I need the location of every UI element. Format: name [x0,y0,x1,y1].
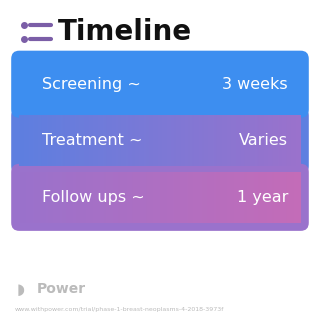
FancyBboxPatch shape [11,107,309,174]
Text: Timeline: Timeline [58,18,192,46]
Text: 3 weeks: 3 weeks [222,77,288,92]
FancyBboxPatch shape [11,51,309,118]
Text: Screening ~: Screening ~ [42,77,140,92]
Text: www.withpower.com/trial/phase-1-breast-neoplasms-4-2018-3973f: www.withpower.com/trial/phase-1-breast-n… [14,306,224,312]
Text: ◗: ◗ [17,282,25,297]
Text: Treatment ~: Treatment ~ [42,133,142,148]
FancyBboxPatch shape [11,164,309,231]
Text: Power: Power [37,283,86,296]
Text: Follow ups ~: Follow ups ~ [42,190,144,205]
Text: 1 year: 1 year [236,190,288,205]
Text: Varies: Varies [239,133,288,148]
